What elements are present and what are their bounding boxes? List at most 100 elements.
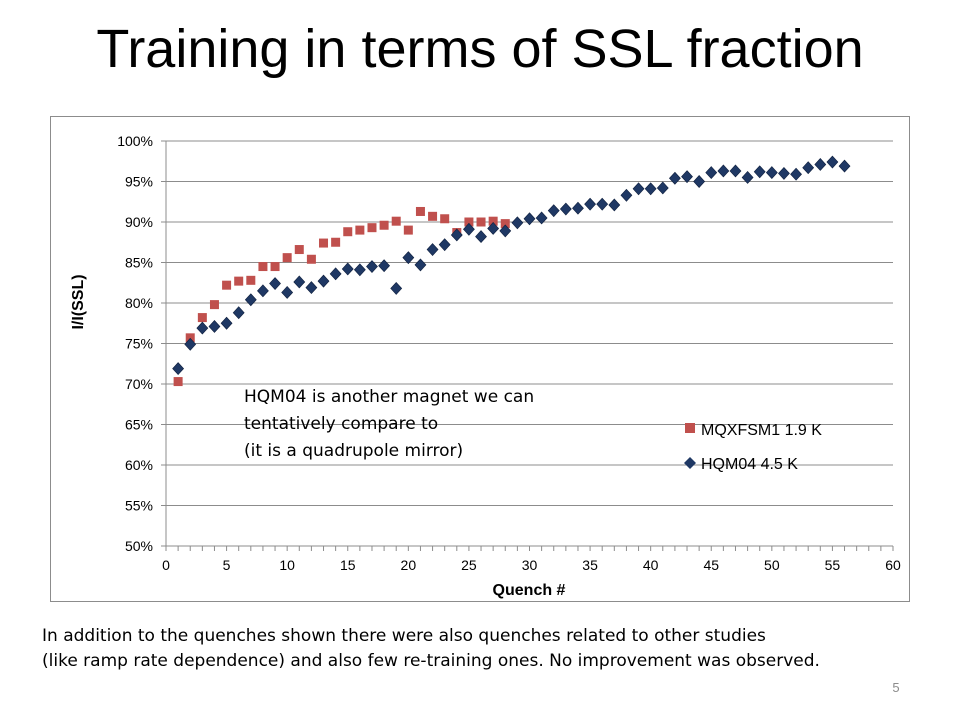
page-number: 5 (892, 680, 900, 695)
data-point-mqxfsm1 (173, 377, 183, 387)
data-point-hqm04 (802, 161, 815, 175)
data-point-hqm04 (814, 158, 827, 171)
data-point-hqm04 (232, 306, 245, 320)
data-point-hqm04 (547, 204, 560, 218)
y-tick-label: 80% (125, 295, 153, 311)
data-point-mqxfsm1 (258, 262, 268, 272)
x-tick-label: 25 (461, 557, 477, 573)
data-point-mqxfsm1 (379, 220, 389, 230)
data-point-hqm04 (257, 284, 269, 298)
annotation-line: tentatively compare to (244, 414, 438, 434)
data-point-hqm04 (196, 321, 209, 335)
y-tick-label: 75% (125, 336, 153, 352)
data-point-hqm04 (172, 362, 185, 376)
data-point-hqm04 (463, 222, 475, 236)
annotation-line: (it is a quadrupole mirror) (244, 441, 463, 461)
data-point-mqxfsm1 (270, 262, 280, 272)
x-axis-label: Quench # (493, 582, 566, 599)
caption-line: In addition to the quenches shown there … (42, 626, 766, 646)
data-point-hqm04 (341, 262, 354, 276)
data-point-hqm04 (208, 320, 221, 333)
x-tick-label: 20 (401, 557, 417, 573)
data-point-hqm04 (366, 260, 378, 273)
x-tick-label: 35 (582, 557, 598, 573)
y-tick-labels: 50% 55% 60% 65% 70% 75% 80% 85% 90% 95% 100% (117, 133, 153, 554)
data-point-mqxfsm1 (428, 211, 438, 221)
chart-annotation: HQM04 is another magnet we can tentative… (244, 387, 534, 461)
data-point-hqm04 (717, 164, 730, 178)
data-point-mqxfsm1 (367, 223, 377, 233)
data-point-hqm04 (753, 165, 766, 179)
data-point-mqxfsm1 (415, 206, 425, 216)
data-point-hqm04 (293, 275, 306, 289)
data-point-hqm04 (705, 166, 718, 180)
x-tick-label: 30 (522, 557, 538, 573)
series-points (172, 155, 851, 387)
data-point-hqm04 (414, 258, 427, 272)
data-point-hqm04 (317, 274, 330, 288)
data-point-mqxfsm1 (282, 253, 292, 263)
data-point-hqm04 (329, 267, 342, 281)
data-point-mqxfsm1 (222, 280, 232, 290)
data-point-hqm04 (475, 230, 487, 244)
axes (161, 140, 894, 551)
y-axis-label: I/I(SSL) (70, 274, 87, 329)
data-point-hqm04 (778, 166, 790, 180)
data-point-mqxfsm1 (246, 275, 256, 285)
chart-plot: 50% 55% 60% 65% 70% 75% 80% 85% 90% 95% 100% 0 5 10 1… (70, 133, 901, 599)
data-point-hqm04 (438, 238, 451, 252)
data-point-hqm04 (559, 202, 572, 216)
x-tick-labels: 0 5 10 15 20 25 30 35 40 45 50 55 60 (162, 557, 901, 573)
data-point-mqxfsm1 (197, 313, 207, 323)
data-point-hqm04 (184, 337, 197, 351)
data-point-hqm04 (378, 259, 391, 273)
data-point-hqm04 (487, 222, 500, 235)
data-point-mqxfsm1 (185, 333, 195, 343)
data-point-hqm04 (693, 175, 706, 188)
data-point-hqm04 (729, 164, 742, 178)
data-point-hqm04 (596, 197, 609, 211)
data-point-hqm04 (741, 171, 754, 184)
data-point-hqm04 (826, 155, 839, 169)
legend-label-mqxfsm1: MQXFSM1 1.9 K (701, 422, 822, 439)
y-tick-label: 55% (125, 498, 153, 514)
x-tick-label: 10 (279, 557, 295, 573)
data-point-mqxfsm1 (306, 254, 316, 264)
x-tick-label: 40 (643, 557, 659, 573)
x-tick-label: 0 (162, 557, 170, 573)
data-point-hqm04 (681, 170, 693, 184)
data-point-mqxfsm1 (500, 219, 510, 229)
data-point-hqm04 (644, 182, 657, 196)
x-tick-label: 5 (223, 557, 231, 573)
data-point-mqxfsm1 (391, 216, 401, 226)
data-point-hqm04 (584, 197, 596, 211)
data-point-hqm04 (220, 316, 233, 330)
y-tick-label: 90% (125, 214, 153, 230)
data-point-hqm04 (426, 243, 439, 256)
caption-line: (like ramp rate dependence) and also few… (42, 651, 820, 671)
data-point-hqm04 (620, 188, 633, 202)
data-point-mqxfsm1 (331, 237, 341, 247)
data-point-hqm04 (353, 263, 366, 277)
data-point-hqm04 (450, 228, 463, 242)
legend-marker-mqxfsm1 (685, 423, 695, 433)
data-point-mqxfsm1 (209, 300, 219, 310)
y-tick-label: 70% (125, 376, 153, 392)
data-point-hqm04 (790, 167, 802, 181)
data-point-hqm04 (632, 182, 645, 196)
data-point-hqm04 (305, 281, 318, 295)
data-point-hqm04 (523, 212, 536, 226)
data-point-mqxfsm1 (476, 217, 486, 227)
data-point-hqm04 (402, 251, 415, 265)
legend: MQXFSM1 1.9 K HQM04 4.5 K (684, 422, 822, 473)
data-point-mqxfsm1 (403, 225, 413, 235)
data-point-hqm04 (511, 216, 524, 230)
x-tick-label: 45 (703, 557, 719, 573)
x-tick-label: 60 (885, 557, 901, 573)
data-point-mqxfsm1 (319, 238, 329, 248)
y-tick-label: 100% (117, 133, 153, 149)
legend-marker-hqm04 (684, 457, 696, 469)
data-point-hqm04 (390, 281, 403, 295)
data-point-mqxfsm1 (343, 227, 353, 237)
data-point-hqm04 (765, 166, 778, 180)
